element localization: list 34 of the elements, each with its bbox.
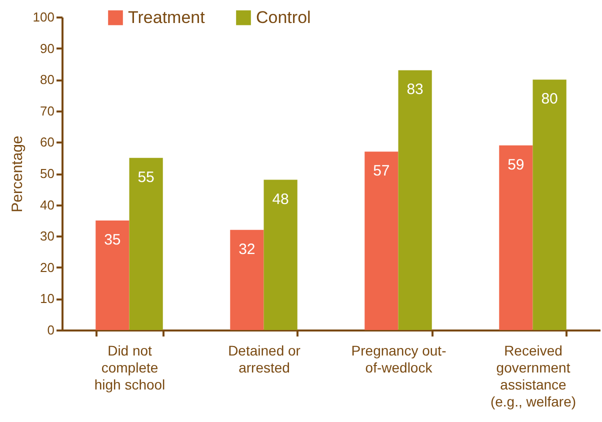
bar [532, 80, 566, 330]
data-label: 59 [508, 156, 524, 174]
bar [499, 145, 533, 330]
y-tick-label: 50 [40, 166, 54, 181]
y-tick-label: 90 [40, 40, 54, 56]
data-label: 83 [406, 81, 424, 98]
y-tick-label: 30 [40, 228, 54, 244]
y-tick-label: 80 [40, 72, 54, 88]
legend-label: Treatment [128, 8, 206, 27]
y-tick-label: 40 [40, 197, 54, 212]
x-tick-label: Detained or arrested [228, 342, 301, 376]
bar [230, 230, 264, 330]
data-label: 48 [272, 190, 289, 208]
x-tick-label: Pregnancy out- of-wedlock [351, 342, 447, 376]
data-label: 35 [104, 231, 121, 248]
x-tick-label: Did not complete high school [94, 342, 166, 392]
bar [264, 180, 298, 330]
bar [96, 220, 130, 330]
data-label: 55 [138, 168, 154, 186]
y-axis-title: Percentage [8, 136, 26, 212]
y-tick-label: 20 [40, 260, 54, 275]
y-tick-label: 70 [40, 103, 54, 118]
data-label: 80 [541, 90, 558, 108]
y-tick-label: 60 [40, 134, 54, 150]
y-tick-label: 0 [47, 322, 54, 338]
bar [398, 70, 432, 330]
data-label: 32 [238, 240, 256, 258]
data-label: 57 [373, 162, 390, 180]
bar [129, 158, 163, 330]
y-tick-label: 100 [32, 10, 54, 24]
x-tick-label: Received government assistance (e.g., welfare) [490, 342, 576, 410]
legend-label: Control [256, 8, 311, 27]
y-tick-label: 10 [40, 291, 54, 306]
bar [364, 152, 398, 330]
